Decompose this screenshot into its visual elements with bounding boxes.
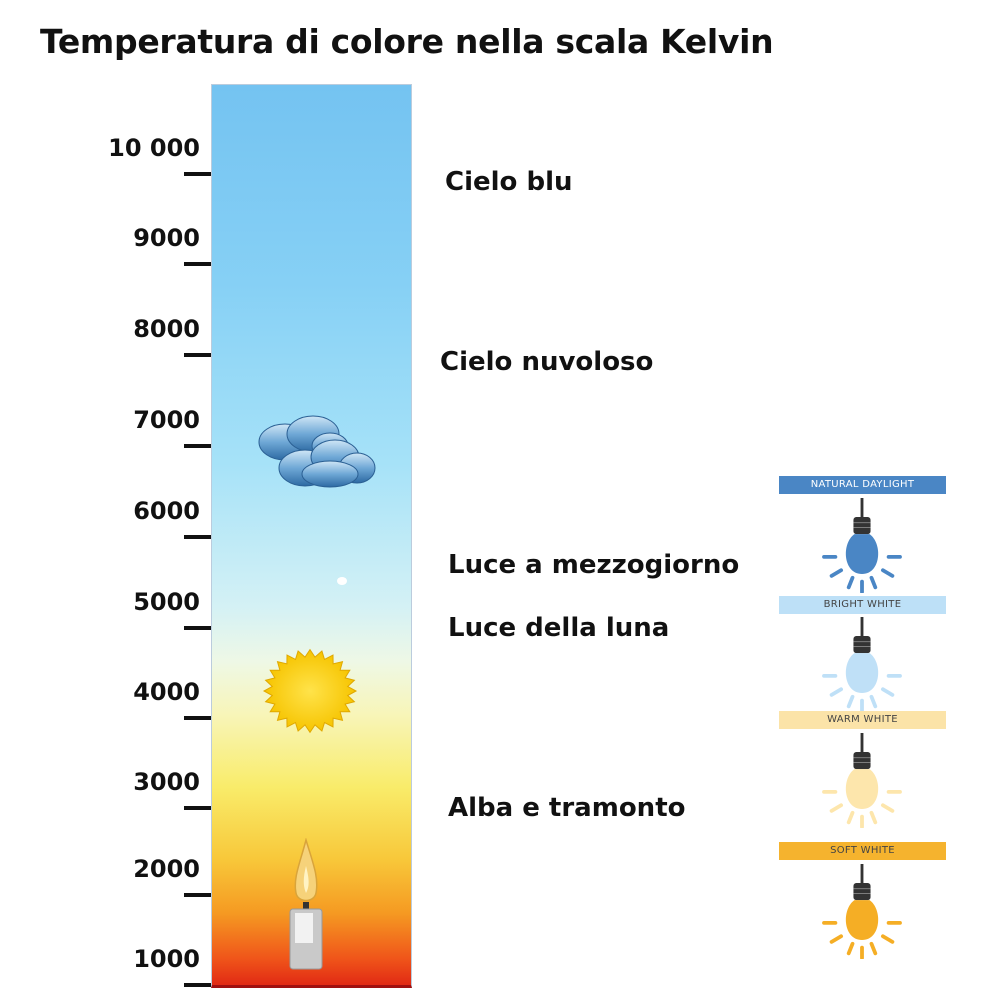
temperature-label: Alba e tramonto: [448, 793, 686, 824]
bulb-banner: NATURAL DAYLIGHT: [779, 476, 946, 494]
light-bulb-icon: [822, 617, 902, 712]
sun-icon: [262, 648, 358, 734]
temperature-label: Luce a mezzogiorno: [448, 549, 740, 580]
tick-label: 5000: [133, 588, 200, 616]
tick-mark: [184, 172, 211, 176]
tick-label: 9000: [133, 224, 200, 252]
tick-mark: [184, 353, 211, 357]
tick-mark: [184, 893, 211, 897]
tick-mark: [184, 983, 211, 987]
tick-label: 4000: [133, 678, 200, 706]
cloud-icon: [258, 415, 376, 488]
bulb-banner: BRIGHT WHITE: [779, 596, 946, 614]
tick-mark: [184, 444, 211, 448]
light-bulb-icon: [822, 864, 902, 959]
tick-mark: [184, 262, 211, 266]
light-bulb-icon: [822, 498, 902, 593]
bulb-banner: WARM WHITE: [779, 711, 946, 729]
tick-label: 10 000: [108, 134, 200, 162]
light-bulb-icon: [822, 733, 902, 828]
tick-label: 3000: [133, 768, 200, 796]
tick-label: 2000: [133, 855, 200, 883]
temperature-label: Cielo nuvoloso: [440, 347, 654, 378]
tick-mark: [184, 626, 211, 630]
page-title: Temperatura di colore nella scala Kelvin: [40, 22, 774, 61]
bulb-banner: SOFT WHITE: [779, 842, 946, 860]
tick-mark: [184, 535, 211, 539]
temperature-label: Luce della luna: [448, 613, 670, 644]
tick-label: 8000: [133, 315, 200, 343]
tick-label: 7000: [133, 406, 200, 434]
color-temperature-bar: [211, 84, 412, 988]
candle-icon: [289, 838, 323, 970]
tick-mark: [184, 806, 211, 810]
temperature-label: Cielo blu: [445, 167, 573, 197]
tick-label: 1000: [133, 945, 200, 973]
tick-label: 6000: [133, 497, 200, 525]
light-dot: [337, 577, 347, 585]
tick-mark: [184, 716, 211, 720]
